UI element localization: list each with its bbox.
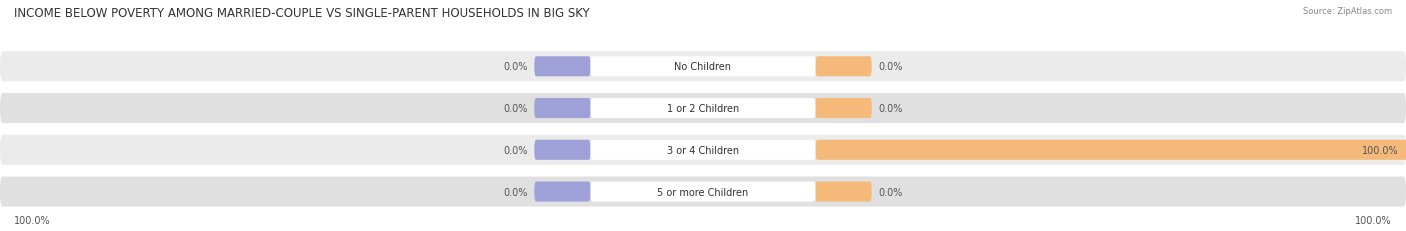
FancyBboxPatch shape [591,182,815,202]
FancyBboxPatch shape [815,182,872,202]
Text: 0.0%: 0.0% [879,103,903,114]
FancyBboxPatch shape [591,140,815,160]
Text: INCOME BELOW POVERTY AMONG MARRIED-COUPLE VS SINGLE-PARENT HOUSEHOLDS IN BIG SKY: INCOME BELOW POVERTY AMONG MARRIED-COUPL… [14,7,589,20]
FancyBboxPatch shape [591,57,815,77]
Text: 100.0%: 100.0% [1362,145,1399,155]
FancyBboxPatch shape [0,135,1406,165]
FancyBboxPatch shape [534,99,591,119]
Text: 3 or 4 Children: 3 or 4 Children [666,145,740,155]
FancyBboxPatch shape [0,52,1406,82]
Text: 100.0%: 100.0% [14,215,51,225]
Text: 1 or 2 Children: 1 or 2 Children [666,103,740,114]
FancyBboxPatch shape [534,140,591,160]
FancyBboxPatch shape [534,182,591,202]
Text: 0.0%: 0.0% [503,103,527,114]
FancyBboxPatch shape [0,94,1406,124]
Text: 0.0%: 0.0% [503,145,527,155]
Text: 0.0%: 0.0% [503,187,527,197]
Text: 0.0%: 0.0% [879,62,903,72]
Text: Source: ZipAtlas.com: Source: ZipAtlas.com [1303,7,1392,16]
FancyBboxPatch shape [591,99,815,119]
Text: No Children: No Children [675,62,731,72]
Text: 0.0%: 0.0% [503,62,527,72]
FancyBboxPatch shape [0,177,1406,207]
FancyBboxPatch shape [815,99,872,119]
Text: 5 or more Children: 5 or more Children [658,187,748,197]
FancyBboxPatch shape [815,140,1406,160]
Text: 0.0%: 0.0% [879,187,903,197]
FancyBboxPatch shape [815,57,872,77]
Text: 100.0%: 100.0% [1355,215,1392,225]
FancyBboxPatch shape [534,57,591,77]
